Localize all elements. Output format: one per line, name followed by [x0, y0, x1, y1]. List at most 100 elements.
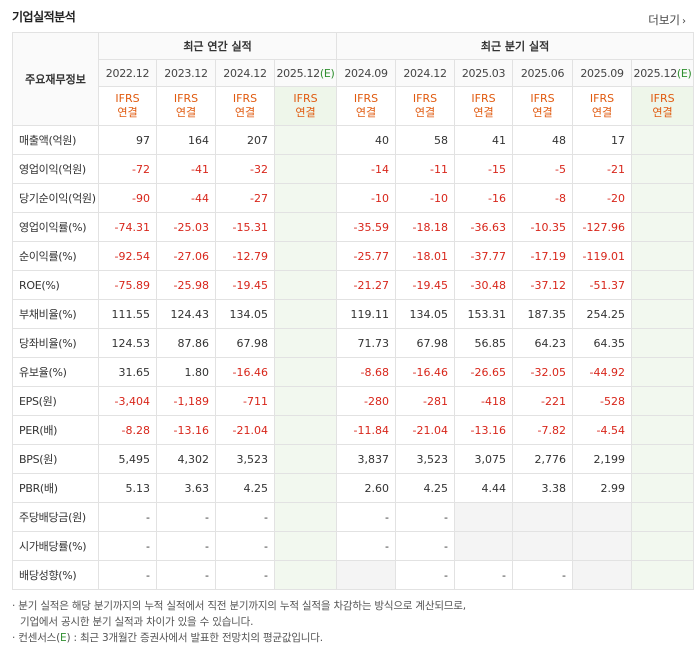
period-header: 2025.06 [512, 59, 574, 87]
table-cell: 4.44 [454, 473, 514, 503]
table-cell: 119.11 [336, 299, 397, 329]
table-cell: -20 [572, 183, 633, 213]
footnote-1: · 분기 실적은 해당 분기까지의 누적 실적에서 직전 분기까지의 누적 실적… [12, 600, 466, 612]
table-cell: 5.13 [98, 473, 157, 503]
table-cell: -36.63 [454, 212, 514, 242]
table-cell: 67.98 [215, 328, 275, 358]
row-label: 당좌비율(%) [12, 328, 99, 358]
period-header: 2025.09 [572, 59, 633, 87]
table-cell: 3,075 [454, 444, 514, 474]
row-label: 주당배당금(원) [12, 502, 99, 532]
table-cell: 134.05 [215, 299, 275, 329]
table-cell [572, 560, 633, 590]
row-label: 영업이익(억원) [12, 154, 99, 184]
row-label: 부채비율(%) [12, 299, 99, 329]
table-cell: -16.46 [215, 357, 275, 387]
table-cell [273, 473, 338, 503]
row-label: PER(배) [12, 415, 99, 445]
table-cell: -21.27 [336, 270, 397, 300]
table-cell: -19.45 [395, 270, 456, 300]
more-link[interactable]: 더보기 › [648, 12, 686, 28]
table-cell: -1,189 [156, 386, 216, 416]
table-cell: 3.63 [156, 473, 216, 503]
table-cell: - [336, 531, 397, 561]
table-cell [631, 183, 695, 213]
table-cell [631, 154, 695, 184]
table-cell: -25.98 [156, 270, 216, 300]
period-header: 2024.12 [215, 59, 275, 87]
table-cell [631, 125, 695, 155]
table-cell: -3,404 [98, 386, 157, 416]
table-cell: 254.25 [572, 299, 633, 329]
table-cell [454, 502, 514, 532]
table-row: BPS(원) 5,495 4,302 3,523 3,837 3,523 3,075 2,77… [12, 444, 695, 474]
period-header: 2024.09 [336, 59, 397, 87]
accounting-basis: IFRS 연결 [395, 86, 456, 126]
table-cell: -528 [572, 386, 633, 416]
table-cell: -12.79 [215, 241, 275, 271]
accounting-basis: IFRS 연결 [215, 86, 275, 126]
accounting-basis: IFRS 연결 [156, 86, 216, 126]
table-cell: 4.25 [395, 473, 456, 503]
table-cell: -21.04 [215, 415, 275, 445]
table-cell: 48 [512, 125, 574, 155]
table-cell [631, 270, 695, 300]
table-cell [273, 328, 338, 358]
table-row: 매출액(억원) 97 164 207 40 58 41 48 17 [12, 125, 695, 155]
table-cell: -75.89 [98, 270, 157, 300]
table-cell [572, 531, 633, 561]
table-cell: -119.01 [572, 241, 633, 271]
accounting-basis: IFRS 연결 [631, 86, 695, 126]
table-cell: - [156, 531, 216, 561]
table-cell: -221 [512, 386, 574, 416]
table-row: 부채비율(%) 111.55 124.43 134.05 119.11 134.05 153… [12, 299, 695, 329]
table-cell: -17.19 [512, 241, 574, 271]
table-cell: 3,837 [336, 444, 397, 474]
accounting-basis: IFRS 연결 [273, 86, 338, 126]
row-label: PBR(배) [12, 473, 99, 503]
table-cell [454, 531, 514, 561]
row-label: 유보율(%) [12, 357, 99, 387]
table-cell: -72 [98, 154, 157, 184]
table-cell: -44.92 [572, 357, 633, 387]
table-cell: 58 [395, 125, 456, 155]
table-cell [512, 502, 574, 532]
table-cell: 64.35 [572, 328, 633, 358]
table-cell: -16.46 [395, 357, 456, 387]
table-row: 당기순이익(억원) -90 -44 -27 -10 -10 -16 -8 -20 [12, 183, 695, 213]
accounting-basis: IFRS 연결 [336, 86, 397, 126]
financial-table: 주요재무정보 최근 연간 실적 최근 분기 실적 2022.12 2023.12 2… [12, 32, 695, 590]
table-cell: -37.77 [454, 241, 514, 271]
table-cell [273, 270, 338, 300]
table-cell: -51.37 [572, 270, 633, 300]
table-cell: - [156, 560, 216, 590]
table-cell [631, 444, 695, 474]
table-row: 영업이익률(%) -74.31 -25.03 -15.31 -35.59 -18.18 -3… [12, 212, 695, 242]
accounting-basis: IFRS 연결 [98, 86, 157, 126]
table-cell: -37.12 [512, 270, 574, 300]
quarter-group-header: 최근 분기 실적 [336, 32, 695, 60]
table-cell: -8.28 [98, 415, 157, 445]
table-cell [631, 241, 695, 271]
table-cell [336, 560, 397, 590]
table-cell [273, 357, 338, 387]
table-cell: 87.86 [156, 328, 216, 358]
table-cell: 71.73 [336, 328, 397, 358]
table-cell: -15.31 [215, 212, 275, 242]
table-cell [631, 299, 695, 329]
table-cell [273, 531, 338, 561]
table-cell: - [215, 502, 275, 532]
table-cell: 2.99 [572, 473, 633, 503]
table-cell: -30.48 [454, 270, 514, 300]
table-cell [631, 560, 695, 590]
table-cell: -10 [336, 183, 397, 213]
table-row: PER(배) -8.28 -13.16 -21.04 -11.84 -21.04 -13.1… [12, 415, 695, 445]
table-cell: -8.68 [336, 357, 397, 387]
table-cell: -27 [215, 183, 275, 213]
table-cell: -281 [395, 386, 456, 416]
table-cell: 153.31 [454, 299, 514, 329]
row-label: 배당성향(%) [12, 560, 99, 590]
table-cell: 187.35 [512, 299, 574, 329]
table-cell [273, 502, 338, 532]
table-cell: 67.98 [395, 328, 456, 358]
